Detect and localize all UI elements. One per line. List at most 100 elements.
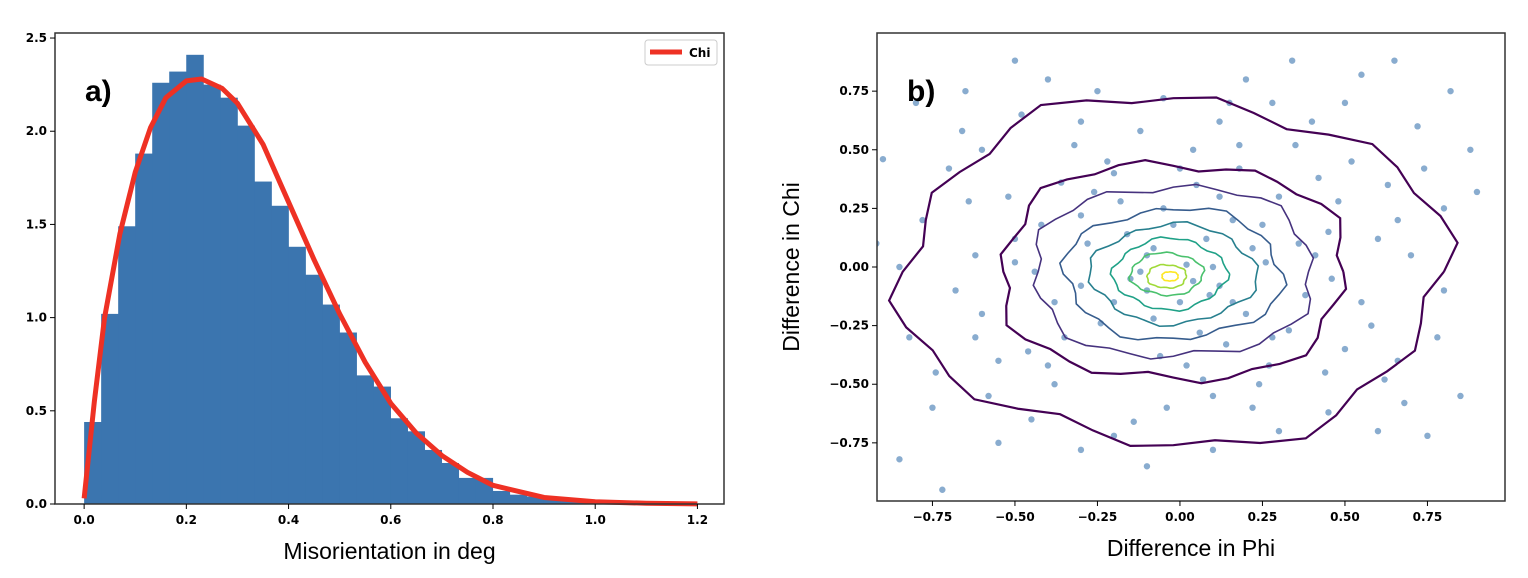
scatter-point xyxy=(1401,399,1408,407)
scatter-point xyxy=(1222,341,1230,348)
scatter-point xyxy=(1216,118,1223,125)
histogram-bar xyxy=(254,181,272,504)
scatter-point xyxy=(1242,310,1250,318)
scatter-point xyxy=(1341,345,1349,353)
scatter-point xyxy=(1288,57,1296,64)
scatter-point xyxy=(1137,268,1144,275)
x-tick-label: 0.75 xyxy=(1413,510,1443,524)
scatter-point xyxy=(1011,57,1019,64)
contour-line xyxy=(1058,207,1288,341)
panel-1: −0.75 −0.50 −0.25 0.00 0.25 0.50 0.75 −0.75 −0.5… xyxy=(778,32,1506,561)
x-tick-label: 1.2 xyxy=(687,513,708,527)
scatter-point xyxy=(995,439,1002,447)
density-contours xyxy=(887,96,1459,447)
contour-line xyxy=(999,158,1348,385)
scatter-point xyxy=(1216,282,1223,289)
scatter-point xyxy=(1031,268,1038,275)
scatter-point xyxy=(1249,404,1256,411)
histogram-bar xyxy=(203,84,221,504)
scatter-point xyxy=(972,334,979,341)
scatter-point xyxy=(1295,240,1302,247)
contour-line xyxy=(1161,270,1180,282)
scatter-point xyxy=(1189,277,1197,285)
scatter-point xyxy=(978,146,986,153)
histogram-bar xyxy=(390,418,408,504)
scatter-point xyxy=(1312,252,1319,259)
scatter-point xyxy=(1424,432,1431,440)
scatter-point xyxy=(1077,282,1085,289)
scatter-point xyxy=(1242,76,1250,83)
histogram-bar xyxy=(458,477,477,504)
contour-line xyxy=(1145,263,1188,289)
scatter-point xyxy=(1467,146,1474,153)
scatter-point xyxy=(939,486,946,493)
histogram-bar xyxy=(305,274,323,504)
axes-frame xyxy=(876,32,1506,502)
scatter-point xyxy=(1236,141,1243,149)
scatter-point xyxy=(1325,228,1332,236)
y-tick-label: −0.50 xyxy=(829,377,869,391)
scatter-point xyxy=(1275,193,1283,200)
scatter-point xyxy=(1407,252,1415,259)
scatter-point xyxy=(1269,99,1276,107)
x-tick-label: 0.6 xyxy=(380,513,401,527)
x-tick-label: −0.25 xyxy=(1078,510,1118,524)
scatter-point xyxy=(1150,315,1157,322)
x-tick-label: 0.2 xyxy=(176,513,197,527)
x-tick-label: 1.0 xyxy=(585,513,606,527)
scatter-point xyxy=(1321,369,1329,376)
scatter-point xyxy=(1249,245,1256,252)
scatter-point xyxy=(1150,245,1157,252)
scatter-point xyxy=(1285,327,1293,334)
scatter-point xyxy=(879,155,887,163)
scatter-point xyxy=(985,392,992,400)
scatter-point xyxy=(1176,298,1184,306)
scatter-point xyxy=(1143,463,1151,470)
scatter-point xyxy=(1414,123,1421,130)
y-tick-label: 0.5 xyxy=(26,404,47,418)
scatter-point xyxy=(978,310,986,318)
scatter-point xyxy=(1028,416,1035,423)
histogram-bar xyxy=(118,226,136,505)
histogram-bar xyxy=(560,501,579,504)
scatter-point xyxy=(1368,322,1375,329)
scatter-point xyxy=(1117,198,1124,205)
scatter-point xyxy=(1292,141,1299,149)
scatter-point xyxy=(1110,170,1118,177)
scatter-point xyxy=(1183,261,1190,268)
scatter-point xyxy=(1259,221,1266,228)
scatter-point xyxy=(1199,376,1207,383)
histogram-bar xyxy=(509,494,528,504)
histogram-bar xyxy=(356,375,374,504)
scatter-point xyxy=(896,263,903,271)
scatter-point xyxy=(929,404,936,411)
histogram-bar xyxy=(288,246,306,504)
scatter-point xyxy=(1216,193,1223,200)
scatter-point xyxy=(896,456,903,463)
scatter-points xyxy=(877,57,1481,493)
scatter-point xyxy=(906,334,913,341)
scatter-point xyxy=(912,99,920,107)
scatter-point xyxy=(1196,329,1203,336)
histogram-bar xyxy=(135,153,153,504)
scatter-point xyxy=(972,252,979,259)
y-tick-label: 1.5 xyxy=(26,217,47,231)
plot-area xyxy=(877,57,1481,493)
y-tick-label: 2.0 xyxy=(26,124,47,138)
scatter-point xyxy=(1090,188,1098,196)
scatter-point xyxy=(1044,362,1052,369)
scatter-point xyxy=(1077,212,1085,219)
scatter-point xyxy=(1137,127,1144,135)
scatter-point xyxy=(1077,118,1085,125)
panel-label: a) xyxy=(85,75,112,108)
panel-label: b) xyxy=(907,75,935,108)
scatter-point xyxy=(1189,146,1197,153)
histogram-bar xyxy=(322,304,340,504)
x-tick-label: 0.50 xyxy=(1330,510,1360,524)
y-axis-label: Difference in Chi xyxy=(778,182,804,352)
legend-label: Chi xyxy=(689,46,710,60)
scatter-point xyxy=(1255,381,1263,388)
scatter-point xyxy=(958,127,966,135)
scatter-point xyxy=(1374,235,1382,243)
